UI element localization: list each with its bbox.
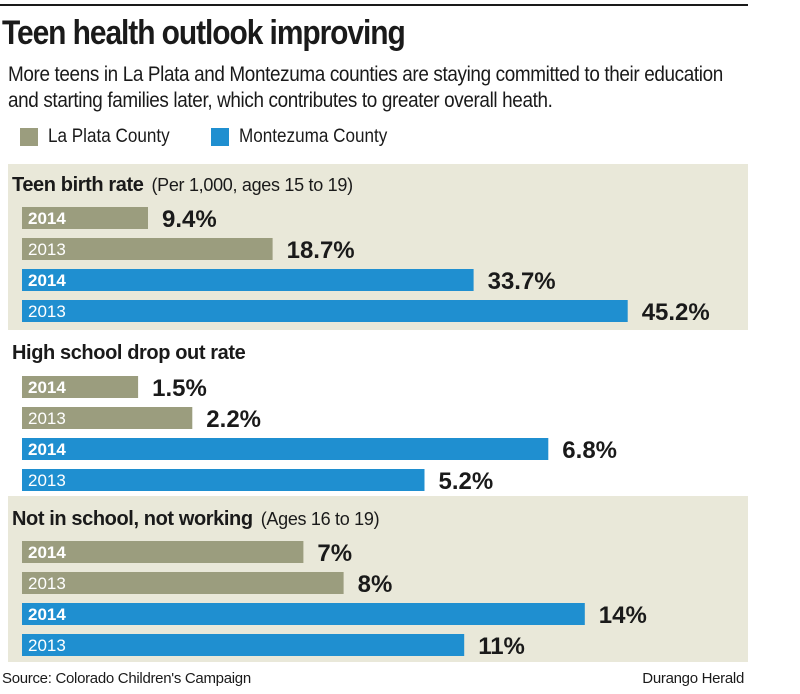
bar-year-label: 2013 bbox=[28, 409, 66, 428]
bar-value-label: 45.2% bbox=[642, 299, 710, 326]
panel-heading: High school drop out rate bbox=[12, 342, 246, 364]
panel-heading: Teen birth rate bbox=[12, 174, 144, 196]
bar-value-label: 8% bbox=[358, 571, 393, 598]
top-rule bbox=[0, 4, 748, 6]
bar-year-label: 2013 bbox=[28, 240, 66, 259]
bar-teen-birth-rate-la-plata-county-2013 bbox=[22, 238, 273, 260]
chart-title: Teen health outlook improving bbox=[2, 14, 406, 52]
bar-teen-birth-rate-montezuma-county-2014 bbox=[22, 269, 474, 291]
bar-year-label: 2014 bbox=[28, 209, 66, 228]
bar-high-school-drop-out-rate-la-plata-county-2014 bbox=[22, 376, 139, 398]
bar-value-label: 14% bbox=[599, 602, 647, 629]
bar-teen-birth-rate-la-plata-county-2014 bbox=[22, 207, 148, 229]
bar-value-label: 6.8% bbox=[562, 437, 617, 464]
legend-item-la-plata: La Plata County bbox=[20, 126, 183, 148]
panel-title-drop-out-rate: High school drop out rate bbox=[12, 342, 253, 365]
bar-value-label: 5.2% bbox=[439, 468, 494, 495]
bar-year-label: 2013 bbox=[28, 471, 66, 490]
bar-year-label: 2014 bbox=[28, 440, 66, 459]
legend-label-la-plata: La Plata County bbox=[48, 126, 170, 147]
chart-subtitle: More teens in La Plata and Montezuma cou… bbox=[8, 63, 723, 112]
bar-not-in-school-not-working-la-plata-county-2013 bbox=[22, 572, 344, 594]
bar-value-label: 11% bbox=[478, 633, 525, 660]
source-note: Source: Colorado Children's Campaign bbox=[2, 670, 251, 687]
bar-value-label: 18.7% bbox=[287, 237, 355, 264]
panel-note: (Ages 16 to 19) bbox=[260, 509, 380, 529]
bar-not-in-school-not-working-la-plata-county-2014 bbox=[22, 541, 304, 563]
bar-teen-birth-rate-montezuma-county-2013 bbox=[22, 300, 628, 322]
bar-year-label: 2014 bbox=[28, 605, 66, 624]
legend-label-montezuma: Montezuma County bbox=[239, 126, 388, 147]
bar-year-label: 2014 bbox=[28, 543, 66, 562]
bar-value-label: 9.4% bbox=[162, 206, 217, 233]
bar-year-label: 2014 bbox=[28, 271, 66, 290]
credit: Durango Herald bbox=[642, 670, 744, 687]
bar-value-label: 33.7% bbox=[488, 268, 556, 295]
bar-year-label: 2014 bbox=[28, 378, 66, 397]
bar-high-school-drop-out-rate-montezuma-county-2014 bbox=[22, 438, 549, 460]
panel-title-not-in-school: Not in school, not working (Ages 16 to 19… bbox=[12, 508, 380, 531]
bar-not-in-school-not-working-montezuma-county-2014 bbox=[22, 603, 585, 625]
bar-value-label: 2.2% bbox=[206, 406, 261, 433]
bar-year-label: 2013 bbox=[28, 302, 66, 321]
panel-heading: Not in school, not working bbox=[12, 508, 253, 530]
legend-swatch-montezuma bbox=[211, 128, 230, 146]
panel-title-teen-birth-rate: Teen birth rate (Per 1,000, ages 15 to 19… bbox=[12, 174, 353, 197]
bar-not-in-school-not-working-montezuma-county-2013 bbox=[22, 634, 465, 656]
legend: La Plata County Montezuma County bbox=[20, 124, 432, 150]
legend-item-montezuma: Montezuma County bbox=[211, 126, 404, 148]
panel-note: (Per 1,000, ages 15 to 19) bbox=[151, 175, 353, 195]
bar-value-label: 1.5% bbox=[152, 375, 207, 402]
bar-value-label: 7% bbox=[317, 540, 352, 567]
bar-year-label: 2013 bbox=[28, 574, 66, 593]
legend-swatch-la-plata bbox=[20, 128, 38, 146]
bar-high-school-drop-out-rate-la-plata-county-2013 bbox=[22, 407, 193, 429]
bar-high-school-drop-out-rate-montezuma-county-2013 bbox=[22, 469, 425, 491]
bar-year-label: 2013 bbox=[28, 636, 66, 655]
